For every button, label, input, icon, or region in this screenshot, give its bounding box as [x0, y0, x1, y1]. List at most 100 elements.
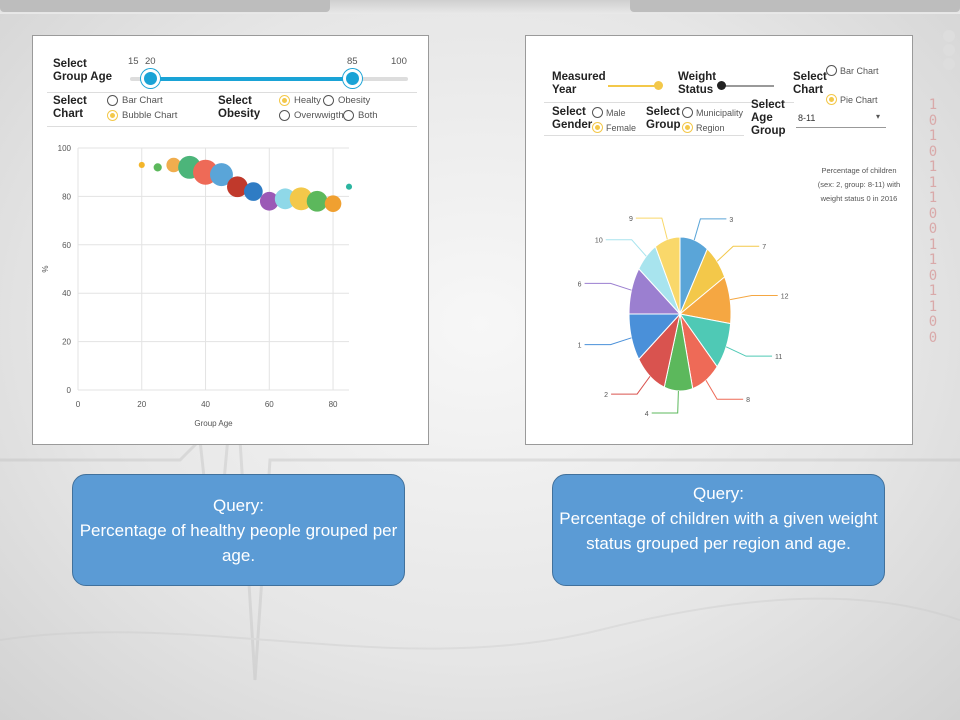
top-band-segment: [0, 0, 330, 12]
weight-status-slider-track[interactable]: [720, 85, 774, 87]
age-slider-range: [150, 77, 352, 81]
select-chart-label: Select Chart: [53, 95, 87, 120]
y-tick-label: 60: [62, 241, 71, 250]
select-gender-label: Select Gender: [552, 106, 593, 131]
female-radio[interactable]: [592, 122, 603, 133]
chevron-down-icon: ▾: [876, 112, 881, 121]
y-tick-label: 40: [62, 289, 71, 298]
chart-caption-line: weight status 0 in 2016: [820, 194, 898, 203]
chart-caption: Percentage of children (sex: 2, group: 8…: [808, 164, 910, 206]
municipality-radio[interactable]: [682, 107, 693, 118]
age-slider-min-handle[interactable]: [141, 69, 160, 88]
top-band: [0, 0, 960, 14]
slider-tick-85: 85: [347, 56, 358, 67]
x-tick-label: 40: [201, 400, 210, 409]
pie-slice-label: 8: [746, 397, 750, 404]
bubble-point: [259, 191, 279, 211]
measured-year-slider-handle[interactable]: [654, 81, 663, 90]
pie-slice-label: 9: [629, 216, 633, 223]
male-option-label: Male: [606, 108, 626, 118]
group-age-label: Select Group Age: [53, 58, 112, 83]
bubble-chart-panel: Select Group Age 15 20 85 100 Select Cha…: [32, 35, 429, 445]
pie-leader-line: [584, 282, 632, 291]
divider: [47, 126, 417, 127]
obesity-radio[interactable]: [323, 95, 334, 106]
overweight-option-label: Overwwigth: [294, 110, 344, 121]
bubble-point: [306, 190, 328, 212]
healty-radio[interactable]: [279, 95, 290, 106]
weight-status-label: Weight Status: [678, 71, 717, 96]
female-option-label: Female: [606, 123, 637, 133]
bubble-point: [153, 163, 162, 172]
bar-chart-option-label: Bar Chart: [840, 66, 879, 76]
y-axis-label: %: [41, 265, 50, 272]
bubble-chart-option-label: Bubble Chart: [122, 110, 178, 121]
bar-chart-radio[interactable]: [826, 65, 837, 76]
divider: [544, 135, 744, 136]
query-text: Percentage of children with a given weig…: [559, 509, 878, 553]
pie-chart-radio[interactable]: [826, 94, 837, 105]
pie-leader-line: [651, 390, 679, 414]
both-option-label: Both: [358, 110, 378, 121]
pie-slice: [654, 236, 681, 315]
bar-chart-radio[interactable]: [107, 95, 118, 106]
x-axis-label: Group Age: [194, 419, 233, 428]
slider-tick-20: 20: [145, 56, 156, 67]
pie-leader-line: [611, 376, 651, 395]
pie-leader-line: [635, 217, 668, 240]
region-option-label: Region: [696, 123, 725, 133]
query-title: Query:: [212, 496, 265, 515]
chart-caption-line: Percentage of children: [821, 166, 897, 175]
bubble-point: [227, 176, 248, 198]
pie-leader-line: [705, 380, 744, 400]
select-chart-label: Select Chart: [793, 71, 827, 96]
pie-leader-line: [605, 239, 647, 257]
y-tick-label: 80: [62, 192, 71, 201]
pie-chart-option-label: Pie Chart: [840, 95, 878, 105]
pie-slice-label: 1: [578, 343, 582, 350]
bar-chart-option-label: Bar Chart: [122, 95, 163, 106]
query-box-weight-status: Query: Percentage of children with a giv…: [552, 474, 885, 586]
query-title: Query:: [692, 484, 745, 503]
pie-leader-line: [725, 346, 773, 357]
pie-slice-label: 7: [762, 244, 766, 251]
y-tick-label: 20: [62, 338, 71, 347]
bubble-point: [324, 195, 342, 212]
pie-slice-label: 6: [578, 281, 582, 288]
x-tick-label: 20: [137, 400, 146, 409]
slider-tick-15: 15: [128, 56, 139, 67]
male-radio[interactable]: [592, 107, 603, 118]
municipality-option-label: Municipality: [696, 108, 744, 118]
bubble-point: [138, 161, 145, 168]
divider: [47, 92, 417, 93]
both-radio[interactable]: [343, 110, 354, 121]
x-tick-label: 0: [76, 400, 81, 409]
chart-caption-line: (sex: 2, group: 8-11) with: [817, 180, 901, 189]
age-group-select-value: 8-11: [798, 113, 816, 123]
pie-leader-line: [693, 218, 727, 241]
divider: [544, 102, 794, 103]
healty-option-label: Healty: [294, 95, 321, 106]
age-group-select[interactable]: 8-11 ▾: [796, 108, 886, 128]
weight-status-slider-handle[interactable]: [717, 81, 726, 90]
pie-leader-line: [730, 294, 778, 301]
pie-leader-line: [584, 337, 632, 346]
pie-slice-label: 11: [775, 354, 782, 361]
obesity-option-label: Obesity: [338, 95, 371, 106]
age-slider-max-handle[interactable]: [343, 69, 362, 88]
y-tick-label: 0: [67, 386, 72, 395]
overweight-radio[interactable]: [279, 110, 290, 121]
bubble-point: [345, 183, 353, 190]
measured-year-slider-track[interactable]: [608, 85, 660, 87]
query-text: Percentage of healthy people grouped per…: [79, 521, 398, 565]
pie-slice-label: 2: [604, 392, 608, 399]
bubble-chart-radio[interactable]: [107, 110, 118, 121]
bubble-point: [289, 187, 313, 211]
pie-slice-label: 10: [595, 238, 603, 245]
top-band-segment: [630, 0, 960, 12]
slider-tick-100: 100: [391, 56, 407, 67]
measured-year-label: Measured Year: [552, 71, 606, 96]
bubble-point: [166, 157, 181, 173]
region-radio[interactable]: [682, 122, 693, 133]
